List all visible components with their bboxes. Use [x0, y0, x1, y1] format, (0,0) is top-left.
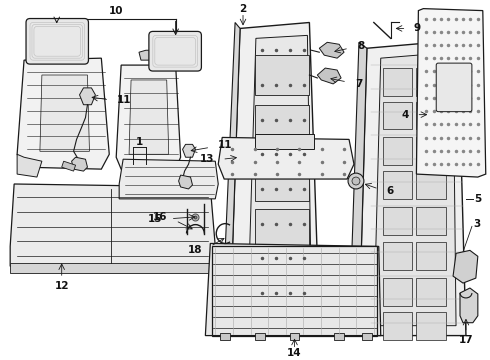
Polygon shape	[362, 333, 372, 339]
Text: 3: 3	[473, 219, 480, 229]
Polygon shape	[139, 50, 158, 60]
FancyBboxPatch shape	[149, 31, 201, 71]
Text: 7: 7	[355, 79, 362, 89]
Polygon shape	[255, 55, 309, 95]
Polygon shape	[349, 42, 367, 336]
Text: 1: 1	[135, 138, 143, 147]
Polygon shape	[416, 278, 446, 306]
Polygon shape	[416, 68, 446, 96]
Polygon shape	[383, 242, 413, 270]
Polygon shape	[79, 88, 96, 105]
Polygon shape	[218, 138, 354, 179]
Polygon shape	[383, 102, 413, 130]
Text: 14: 14	[287, 348, 302, 359]
Polygon shape	[220, 333, 230, 339]
Polygon shape	[240, 293, 268, 318]
Text: 13: 13	[200, 154, 214, 164]
Polygon shape	[10, 263, 215, 273]
Polygon shape	[416, 9, 486, 177]
Polygon shape	[383, 171, 413, 199]
Text: 18: 18	[188, 246, 202, 255]
Polygon shape	[460, 288, 478, 323]
Text: 2: 2	[240, 4, 246, 14]
Text: 16: 16	[153, 212, 168, 222]
Text: 10: 10	[109, 6, 123, 15]
Polygon shape	[119, 159, 218, 199]
Text: 17: 17	[459, 334, 473, 345]
Polygon shape	[416, 102, 446, 130]
Polygon shape	[416, 242, 446, 270]
Text: 9: 9	[414, 23, 420, 33]
Polygon shape	[383, 68, 413, 96]
Polygon shape	[416, 312, 446, 339]
Text: 15: 15	[148, 214, 163, 224]
Polygon shape	[72, 157, 87, 171]
FancyBboxPatch shape	[26, 18, 89, 64]
Text: 12: 12	[54, 281, 69, 291]
Polygon shape	[248, 35, 311, 306]
Polygon shape	[62, 161, 75, 171]
Circle shape	[348, 173, 364, 189]
Polygon shape	[319, 42, 344, 58]
Polygon shape	[416, 171, 446, 199]
Polygon shape	[40, 75, 90, 151]
Polygon shape	[383, 138, 413, 165]
Polygon shape	[116, 65, 181, 169]
Text: 11: 11	[218, 140, 233, 150]
Polygon shape	[10, 184, 215, 266]
Polygon shape	[255, 105, 309, 149]
Polygon shape	[318, 68, 341, 84]
FancyBboxPatch shape	[436, 63, 472, 112]
Polygon shape	[359, 40, 466, 336]
Polygon shape	[334, 333, 344, 339]
Polygon shape	[416, 207, 446, 234]
Polygon shape	[383, 207, 413, 234]
Text: 4: 4	[401, 110, 409, 120]
Circle shape	[352, 177, 360, 185]
Polygon shape	[183, 144, 196, 157]
Text: 5: 5	[474, 194, 481, 204]
Polygon shape	[230, 22, 319, 318]
Polygon shape	[179, 175, 193, 189]
Polygon shape	[17, 58, 109, 169]
Polygon shape	[383, 278, 413, 306]
Polygon shape	[17, 154, 42, 177]
Polygon shape	[453, 250, 478, 283]
Polygon shape	[283, 296, 314, 318]
Polygon shape	[255, 333, 265, 339]
Polygon shape	[290, 333, 299, 339]
Polygon shape	[255, 134, 315, 149]
Polygon shape	[416, 138, 446, 165]
Polygon shape	[222, 22, 240, 318]
Polygon shape	[255, 209, 309, 248]
Text: 6: 6	[387, 186, 394, 196]
Text: 11: 11	[117, 95, 132, 105]
Polygon shape	[383, 312, 413, 339]
Polygon shape	[205, 243, 381, 336]
Polygon shape	[255, 159, 309, 201]
Polygon shape	[374, 52, 456, 326]
Polygon shape	[129, 80, 169, 154]
Text: 8: 8	[357, 41, 364, 51]
